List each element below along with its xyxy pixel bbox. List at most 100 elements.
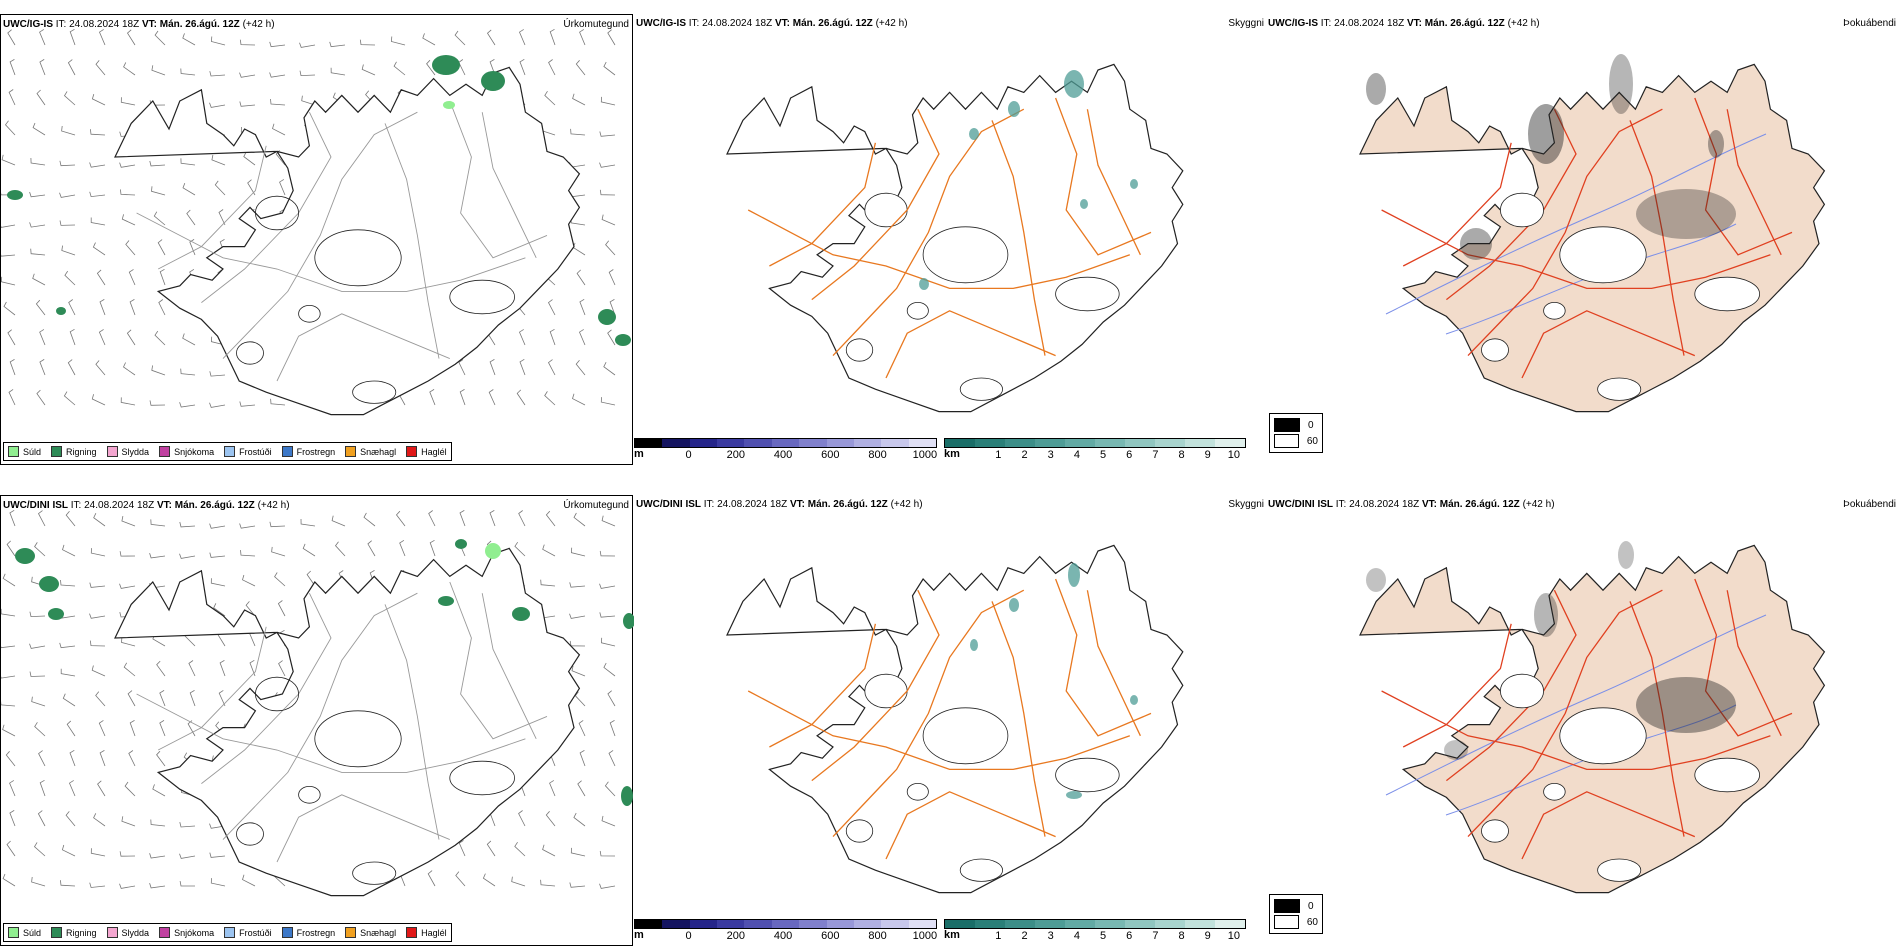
wind-barb (123, 62, 136, 76)
wind-barb (65, 511, 76, 527)
fog-index-panel-dini: UWC/DINI ISL IT: 24.08.2024 18Z VT: Mán.… (1266, 495, 1900, 946)
precip-area (598, 309, 616, 325)
glacier-outline (236, 341, 264, 365)
wind-barb (428, 510, 436, 527)
wind-barb (329, 41, 346, 48)
wind-barb (608, 269, 616, 286)
wind-barb (486, 840, 496, 857)
legend-entry: Snjókoma (159, 446, 214, 457)
wind-barb (63, 91, 76, 106)
colorbar-tick-label: 0 (685, 930, 692, 942)
panel-title: Skyggni (1228, 18, 1264, 29)
visibility-colorbar: km 1 2 3 4 5 6 7 8 9 10 (944, 919, 1246, 942)
fog-area (1618, 541, 1634, 569)
wind-barb (549, 28, 556, 46)
wind-barb (549, 328, 556, 346)
wind-barb (157, 239, 166, 256)
colorbar-tick-label: 3 (1047, 930, 1054, 942)
colorbar-step (662, 920, 690, 928)
coastline (114, 66, 581, 416)
wind-barb (218, 690, 226, 707)
wind-barb (62, 544, 76, 557)
iceland-visibility-map (726, 63, 1184, 413)
fog-legend-swatch (1274, 899, 1300, 913)
wind-barb (59, 192, 76, 198)
wind-barb (540, 579, 556, 587)
wind-barb (182, 33, 196, 46)
road-line (885, 310, 1056, 379)
wind-barb (89, 191, 106, 198)
precip-type-legend: Súld Rigning Slydda Snjókoma Frostúði Frostre… (3, 442, 452, 461)
wind-barb (482, 873, 496, 887)
panel-header: UWC/DINI ISL IT: 24.08.2024 18Z VT: Mán.… (636, 499, 923, 510)
colorbar-tick-label: 4 (1073, 449, 1080, 461)
legend-entry: Frostúði (224, 927, 272, 938)
wind-barb (90, 129, 106, 136)
precip-layer (1, 28, 631, 416)
wind-barb (95, 360, 106, 376)
wind-barb (239, 401, 256, 407)
wind-barb (31, 876, 46, 887)
panel-header: UWC/DINI ISL IT: 24.08.2024 18Z VT: Mán.… (3, 500, 290, 511)
road-line (1467, 589, 1663, 838)
colorbar-tick-label: 2 (1021, 449, 1028, 461)
wind-barb (39, 779, 46, 797)
wind-barb (455, 871, 466, 887)
wind-barb (599, 583, 616, 589)
road-line (157, 145, 267, 270)
glacier-outline (1597, 858, 1642, 882)
colorbar-step (1155, 439, 1185, 447)
colorbar-tick-label: 9 (1204, 930, 1211, 942)
wind-barb (486, 29, 496, 46)
colorbar-tick-label: 800 (868, 449, 887, 461)
precip-area (485, 543, 501, 559)
wind-barb (488, 389, 496, 406)
wind-barb (422, 33, 436, 46)
colorbar-tick-label: 8 (1178, 930, 1185, 942)
glacier-outline (1055, 276, 1120, 312)
wind-barb (154, 30, 166, 46)
colorbar-strip (634, 438, 937, 448)
wind-barb (34, 542, 46, 557)
wind-barb (123, 662, 136, 677)
colorbar-step (881, 439, 909, 447)
fog-legend-swatch (1274, 434, 1299, 448)
wind-barb (426, 59, 436, 76)
wind-barb (578, 329, 586, 346)
colorbar-step (689, 920, 718, 928)
wind-barb (119, 883, 136, 889)
legend-swatch (106, 927, 118, 938)
legend-swatch (224, 927, 236, 938)
colorbar-step (826, 920, 854, 928)
wind-barb (128, 269, 136, 286)
wind-barb (5, 751, 16, 767)
wind-barb (519, 58, 526, 76)
precip-type-legend: Súld Rigning Slydda Snjókoma Frostúði Frostre… (3, 923, 452, 942)
colorbar-step (1215, 439, 1245, 447)
wind-barb (91, 665, 106, 677)
wind-barb (30, 248, 46, 256)
glacier-outline (959, 858, 1003, 882)
wind-barb (458, 840, 466, 857)
low-visibility-area (1068, 563, 1080, 587)
wind-barb (179, 521, 196, 528)
colorbar-strip (944, 919, 1246, 929)
wind-barb (242, 574, 256, 587)
wind-barb (67, 359, 76, 376)
wind-barb (65, 811, 76, 827)
wind-barb (4, 120, 16, 136)
wind-barb (90, 217, 106, 226)
colorbar-tick-label: 0 (685, 449, 692, 461)
legend-entry: Súld (8, 446, 41, 457)
colorbar-step (975, 920, 1005, 928)
wind-barb (119, 551, 136, 557)
glacier-outline (1055, 757, 1120, 793)
fog-area (1534, 593, 1558, 637)
wind-barb (37, 510, 46, 527)
wind-barb (60, 880, 76, 887)
wind-barb (126, 329, 136, 346)
iceland-precip-map (1, 509, 634, 897)
glacier-outline (352, 380, 397, 404)
colorbar-step (908, 439, 936, 447)
wind-barb (89, 582, 106, 588)
